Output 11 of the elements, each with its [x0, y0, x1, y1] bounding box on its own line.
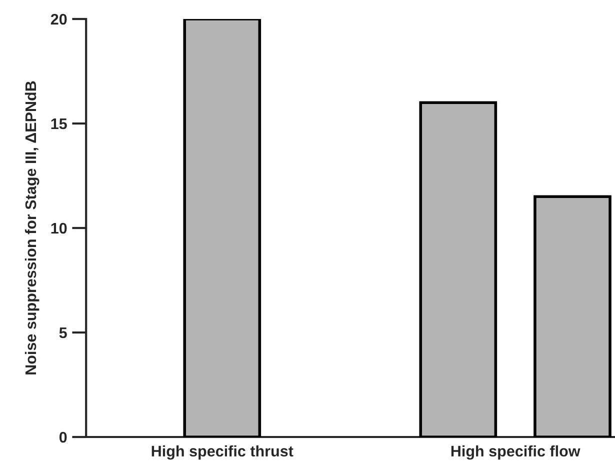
y-tick-label: 5: [59, 328, 67, 338]
y-tick-label: 10: [51, 222, 67, 234]
x-tick-label: High specific flow: [451, 445, 580, 460]
bar: [534, 195, 612, 437]
y-tick-label: 20: [50, 14, 67, 25]
x-tick-label: High specific thrust: [152, 445, 294, 460]
bar: [419, 101, 498, 437]
y-tick-label: 0: [59, 432, 67, 443]
y-tick-label: 15: [51, 118, 67, 130]
bar: [183, 19, 262, 437]
y-axis-title: Noise suppression for Stage III, ΔEPNdB: [24, 81, 40, 374]
